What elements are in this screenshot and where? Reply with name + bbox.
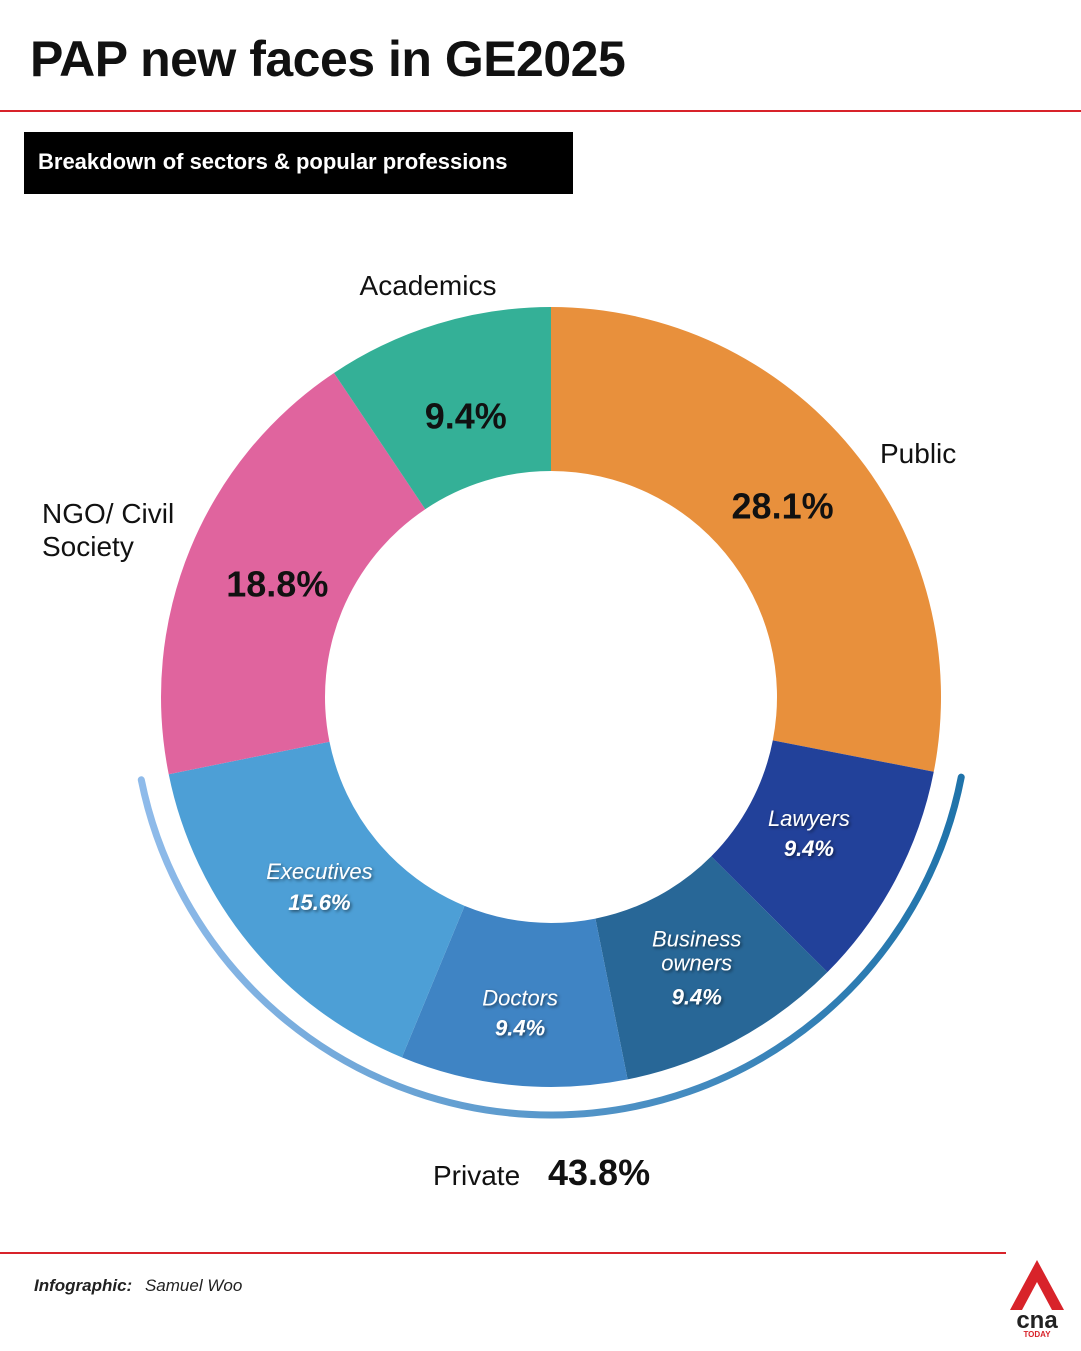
private-bracket — [137, 773, 965, 1119]
value-label-lawyers: 9.4% — [784, 836, 834, 861]
credit-name: Samuel Woo — [144, 1276, 243, 1295]
cna-logo-mark-icon — [1010, 1260, 1064, 1310]
category-label-public: Public — [880, 438, 956, 469]
slice-public — [551, 307, 941, 772]
cna-logo-subtext: TODAY — [1023, 1330, 1051, 1338]
category-label-business: owners — [661, 950, 732, 975]
value-label-ngo: 18.8% — [226, 563, 328, 604]
category-label-executives: Executives — [266, 859, 372, 884]
cna-logo-text: cna — [1016, 1307, 1058, 1334]
infographic-credit: Infographic: Samuel Woo — [34, 1276, 242, 1296]
subtitle-banner: Breakdown of sectors & popular professio… — [24, 132, 573, 194]
slice-ngo — [161, 372, 426, 775]
credit-label: Infographic: — [34, 1276, 133, 1295]
category-label-academics: Academics — [360, 270, 497, 301]
value-label-public: 28.1% — [732, 485, 834, 526]
page-title: PAP new faces in GE2025 — [30, 31, 626, 87]
cna-logo: cna TODAY — [1010, 1260, 1064, 1338]
slice-lawyers — [711, 740, 934, 973]
slice-business — [595, 856, 828, 1080]
group-label-private: Private — [433, 1160, 520, 1191]
group-value-private: 43.8% — [548, 1152, 650, 1193]
value-label-executives: 15.6% — [288, 890, 350, 915]
slice-academics — [334, 307, 551, 510]
category-label-doctors: Doctors — [482, 985, 558, 1010]
value-label-doctors: 9.4% — [495, 1015, 545, 1040]
value-label-business: 9.4% — [672, 984, 722, 1009]
category-label-business: Business — [652, 926, 741, 951]
footer-divider — [0, 1252, 1006, 1254]
category-label-ngo: Society — [42, 531, 134, 562]
category-label-ngo: NGO/ Civil — [42, 498, 174, 529]
slice-doctors — [401, 905, 628, 1087]
title-divider — [0, 110, 1081, 112]
value-label-academics: 9.4% — [425, 396, 507, 437]
category-label-lawyers: Lawyers — [768, 806, 850, 831]
slice-executives — [168, 741, 465, 1058]
